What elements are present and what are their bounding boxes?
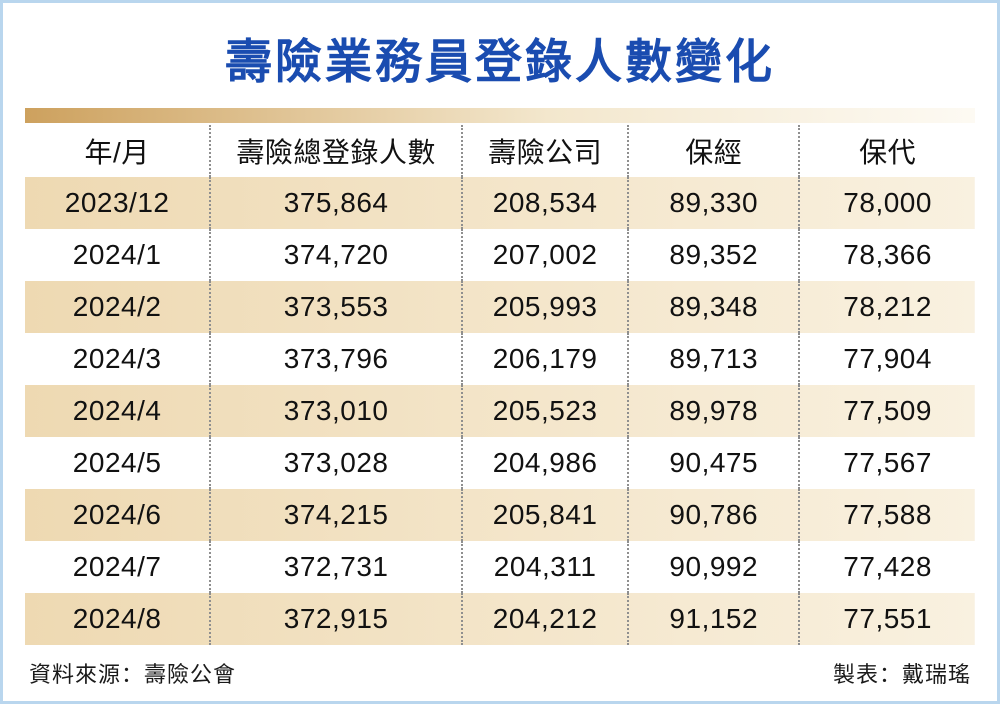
table-row: 2024/7 372,731 204,311 90,992 77,428 [25,541,975,593]
table-row: 2023/12 375,864 208,534 89,330 78,000 [25,177,975,229]
column-header: 保經 [627,125,800,177]
table-cell: 206,179 [460,333,629,385]
table-row: 2024/2 373,553 205,993 89,348 78,212 [25,281,975,333]
column-header: 年/月 [84,137,150,168]
credit-note: 製表：戴瑞瑤 [832,662,971,687]
table-cell: 91,152 [627,593,800,645]
table-cell: 373,010 [209,385,462,437]
table-cell: 78,366 [798,229,975,281]
table-body: 2023/12 375,864 208,534 89,330 78,000 2024/1 3… [25,177,975,645]
column-header: 壽險總登錄人數 [209,125,462,177]
table-cell: 2024/8 [72,603,162,634]
table-cell: 374,720 [209,229,462,281]
table-cell: 208,534 [460,177,629,229]
table-cell: 2024/6 [72,499,162,530]
table-cell: 89,352 [627,229,800,281]
column-header: 壽險公司 [460,125,629,177]
table-cell: 89,713 [627,333,800,385]
table-cell: 372,915 [209,593,462,645]
table-cell: 89,348 [627,281,800,333]
table-cell: 373,028 [209,437,462,489]
table-cell: 2024/4 [72,395,162,426]
table-cell: 205,841 [460,489,629,541]
table-row: 2024/4 373,010 205,523 89,978 77,509 [25,385,975,437]
table-row: 2024/6 374,215 205,841 90,786 77,588 [25,489,975,541]
table-cell: 78,000 [798,177,975,229]
table-row: 2024/8 372,915 204,212 91,152 77,551 [25,593,975,645]
table-cell: 90,786 [627,489,800,541]
page-title: 壽險業務員登錄人數變化 [225,35,775,88]
table-cell: 89,978 [627,385,800,437]
table-cell: 205,523 [460,385,629,437]
data-table: 年/月 壽險總登錄人數 壽險公司 保經 保代 2023/12 375,864 208,534… [25,125,975,645]
source-note: 資料來源：壽險公會 [29,662,237,687]
table-cell: 89,330 [627,177,800,229]
table-row: 2024/1 374,720 207,002 89,352 78,366 [25,229,975,281]
table-cell: 2024/1 [72,239,162,270]
title-underline-gradient [25,108,975,123]
table-cell: 373,553 [209,281,462,333]
table-cell: 90,475 [627,437,800,489]
table-cell: 2024/7 [72,551,162,582]
table-row: 2024/5 373,028 204,986 90,475 77,567 [25,437,975,489]
table-cell: 204,311 [460,541,629,593]
table-cell: 374,215 [209,489,462,541]
footer: 資料來源：壽險公會 製表：戴瑞瑤 [25,645,975,691]
table-cell: 373,796 [209,333,462,385]
table-cell: 372,731 [209,541,462,593]
table-cell: 204,212 [460,593,629,645]
table-cell: 205,993 [460,281,629,333]
table-cell: 207,002 [460,229,629,281]
table-header-row: 年/月 壽險總登錄人數 壽險公司 保經 保代 [25,125,975,177]
table-cell: 77,588 [798,489,975,541]
table-cell: 2024/3 [72,343,162,374]
table-cell: 2024/5 [72,447,162,478]
table-cell: 77,551 [798,593,975,645]
table-cell: 78,212 [798,281,975,333]
table-cell: 2023/12 [64,187,170,218]
table-row: 2024/3 373,796 206,179 89,713 77,904 [25,333,975,385]
table-cell: 204,986 [460,437,629,489]
table-cell: 90,992 [627,541,800,593]
table-cell: 375,864 [209,177,462,229]
table-cell: 2024/2 [72,291,162,322]
table-cell: 77,428 [798,541,975,593]
table-cell: 77,904 [798,333,975,385]
table-cell: 77,509 [798,385,975,437]
column-header: 保代 [798,125,975,177]
table-cell: 77,567 [798,437,975,489]
